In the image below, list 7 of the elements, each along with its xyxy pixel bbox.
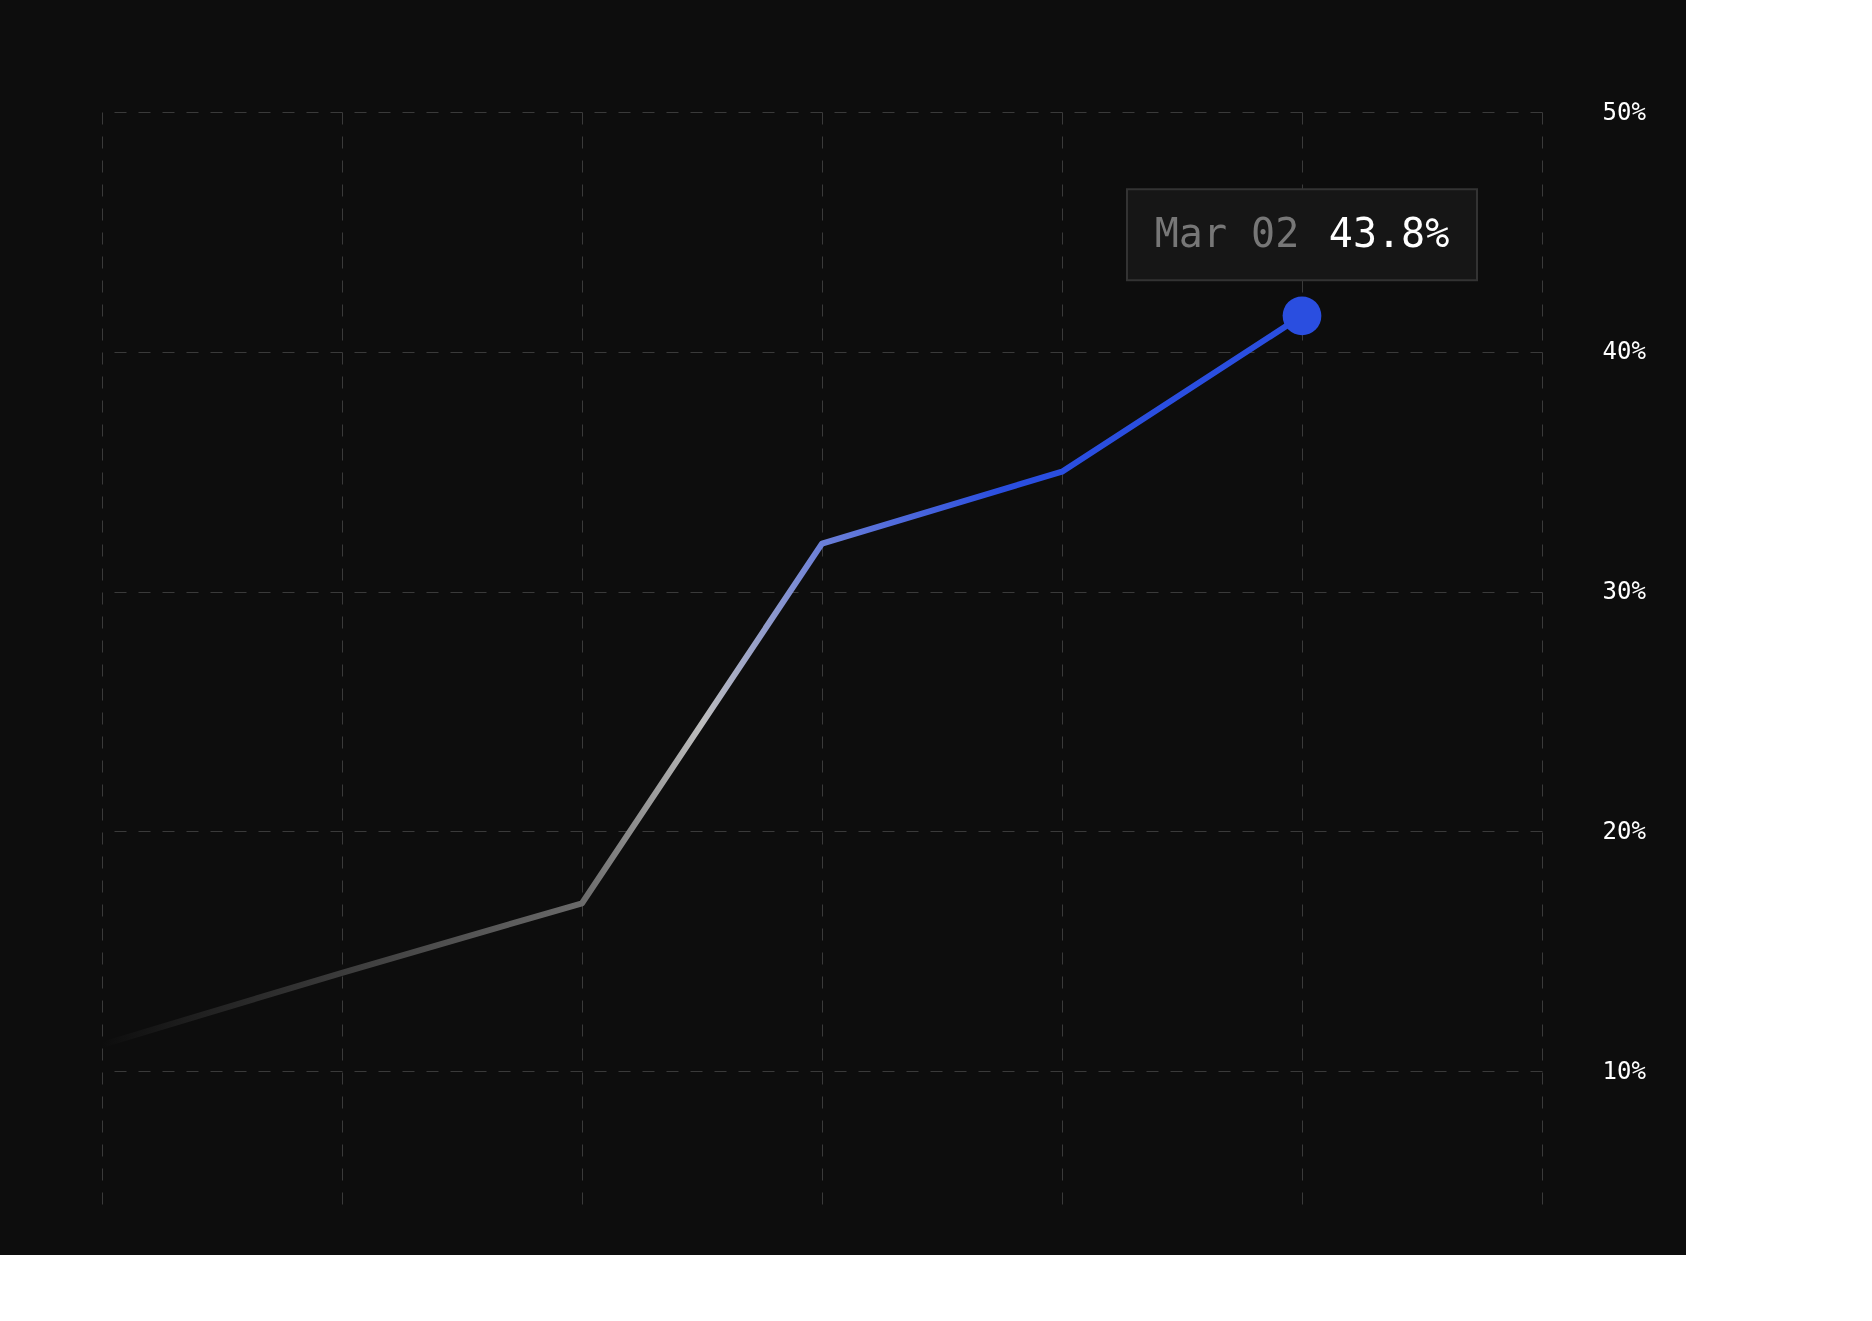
annotation: Mar 02	[1154, 209, 1300, 256]
y-tick-label: 20%	[1602, 816, 1647, 845]
y-tick-label: 30%	[1602, 577, 1647, 606]
y-tick-label: 50%	[1602, 97, 1647, 126]
y-tick-label: 40%	[1602, 337, 1647, 366]
y-tick-label: 10%	[1602, 1056, 1647, 1085]
annotation: 43.8%	[1328, 209, 1450, 256]
